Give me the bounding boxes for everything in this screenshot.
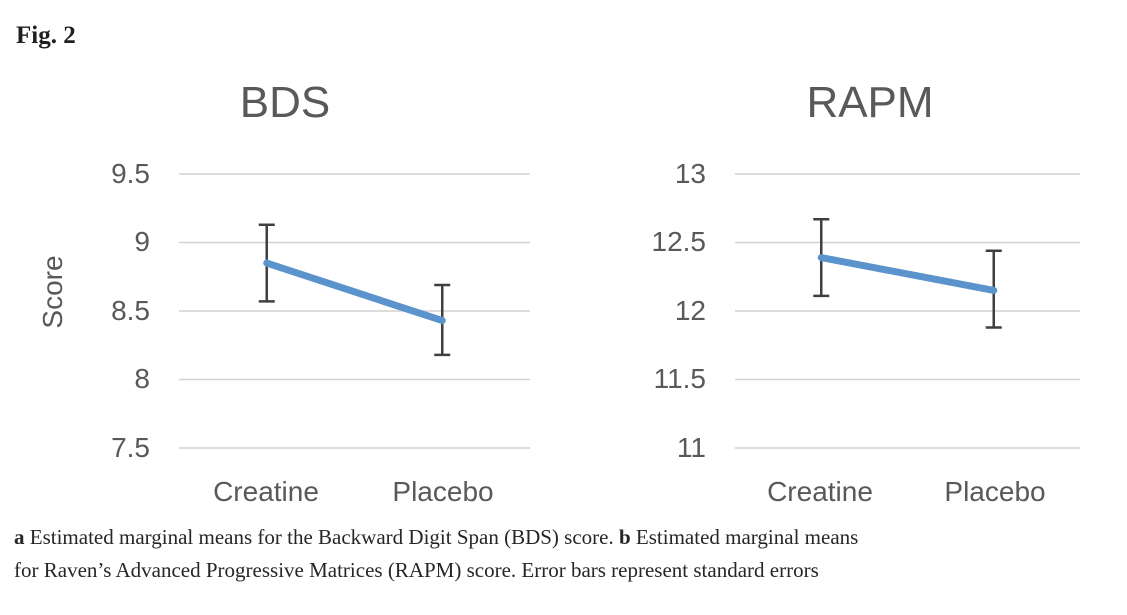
bds-x-category-placebo: Placebo bbox=[392, 476, 494, 507]
bds-plot-area bbox=[179, 173, 530, 449]
rapm-y-tick-label: 13 bbox=[674, 158, 706, 189]
figure-label: Fig. 2 bbox=[16, 22, 76, 49]
rapm-y-tick-label: 11.5 bbox=[653, 363, 706, 394]
rapm-y-tick-label: 11 bbox=[676, 432, 706, 463]
rapm-chart-title: RAPM bbox=[806, 78, 934, 127]
caption-part-b-text-continued: for Raven’s Advanced Progressive Matrice… bbox=[14, 558, 819, 582]
bds-y-tick-label: 9 bbox=[134, 226, 150, 257]
caption-part-a-text: Estimated marginal means for the Backwar… bbox=[24, 525, 619, 549]
bds-chart-title: BDS bbox=[239, 78, 331, 127]
rapm-plot-area bbox=[735, 173, 1080, 449]
figure-caption: a Estimated marginal means for the Backw… bbox=[14, 521, 1122, 587]
caption-part-a-label: a bbox=[14, 525, 25, 549]
rapm-x-category-creatine: Creatine bbox=[767, 476, 873, 507]
bds-y-tick-label: 8.5 bbox=[111, 295, 150, 326]
rapm-x-category-placebo: Placebo bbox=[944, 476, 1046, 507]
caption-part-b-text: Estimated marginal means bbox=[630, 525, 859, 549]
rapm-y-tick-label: 12.5 bbox=[651, 226, 707, 257]
bds-y-tick-label: 7.5 bbox=[111, 432, 150, 463]
bds-y-tick-label: 9.5 bbox=[111, 158, 150, 189]
bds-y-tick-label: 8 bbox=[134, 363, 150, 394]
caption-part-b-label: b bbox=[618, 525, 631, 549]
rapm-chart: RAPM 13 12.5 12 11.5 11 Creatine Placebo bbox=[640, 78, 1100, 530]
rapm-y-tick-label: 12 bbox=[674, 295, 706, 326]
bds-x-category-creatine: Creatine bbox=[213, 476, 319, 507]
bds-chart: BDS Score 9.5 9 8.5 8 7.5 Creatine Place… bbox=[37, 78, 530, 530]
